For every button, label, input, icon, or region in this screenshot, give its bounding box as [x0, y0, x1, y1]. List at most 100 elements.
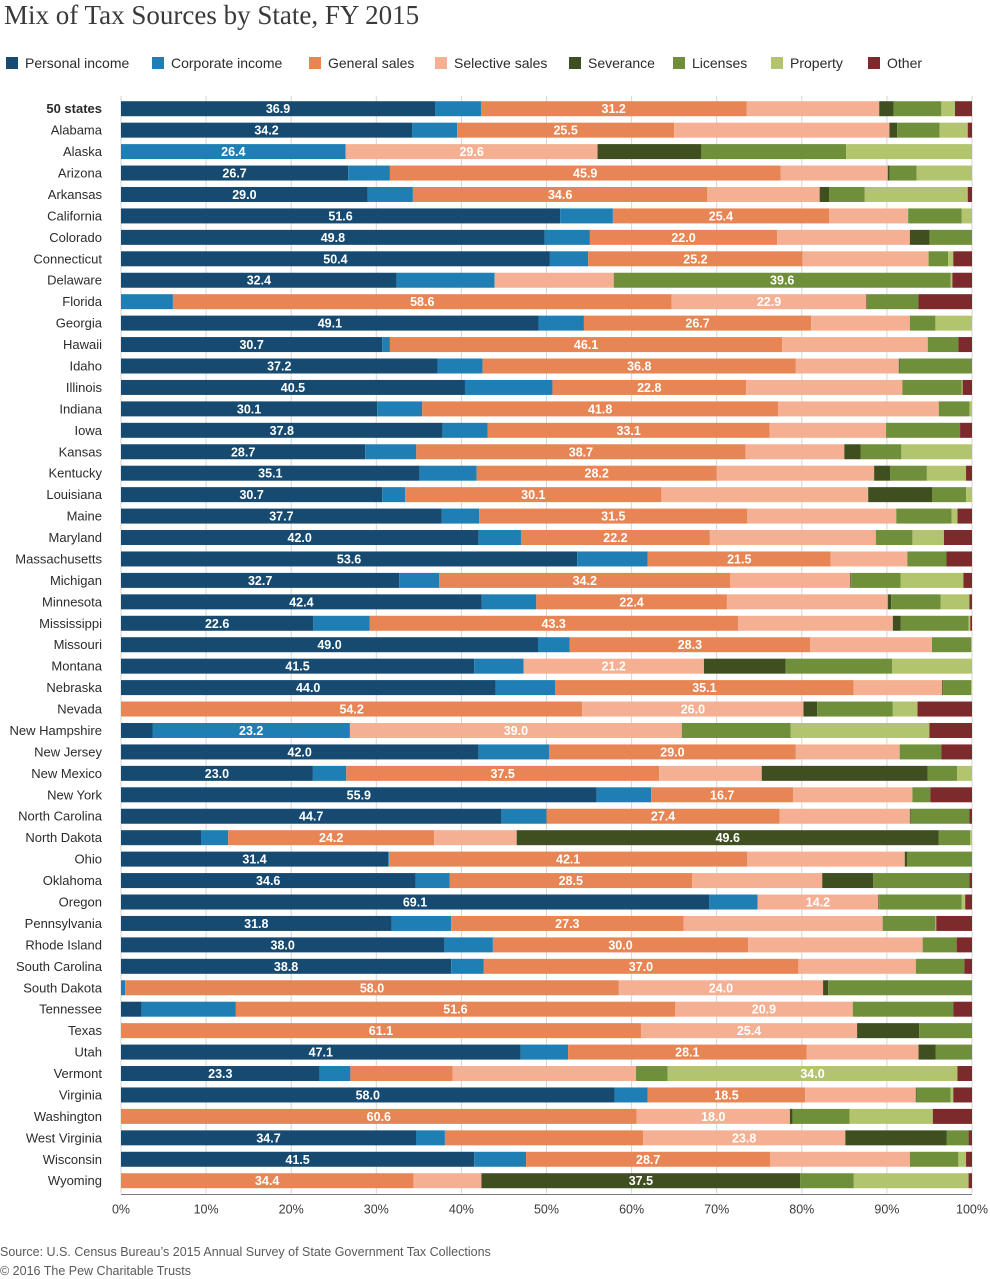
data-label: 31.2	[602, 102, 626, 116]
bar-segment	[930, 787, 972, 803]
bar-segment	[909, 315, 936, 331]
bar-segment	[927, 337, 959, 353]
bar-segment	[121, 208, 561, 224]
bar-segment	[494, 272, 614, 288]
bar-segment	[892, 658, 972, 674]
data-label: 34.0	[800, 1067, 824, 1081]
bar-segment	[961, 208, 972, 224]
bar-segment	[830, 551, 908, 567]
bar-segment	[583, 315, 812, 331]
bar-segment	[419, 465, 477, 481]
category-label: Indiana	[59, 401, 102, 416]
data-label: 49.0	[317, 638, 341, 652]
legend-item: Corporate income	[152, 55, 282, 71]
bar-segment	[793, 787, 913, 803]
bar-segment	[912, 787, 931, 803]
bar-segment	[805, 1087, 916, 1103]
legend-swatch	[569, 57, 581, 69]
data-label: 35.1	[692, 681, 716, 695]
data-label: 22.9	[757, 295, 781, 309]
bar-segment	[939, 122, 968, 138]
bar-segment	[852, 1001, 954, 1017]
bar-segment	[829, 186, 865, 202]
data-label: 33.1	[616, 424, 640, 438]
category-label: Florida	[62, 294, 103, 309]
bar-segment	[849, 1108, 933, 1124]
category-label: Alabama	[51, 123, 103, 138]
bar-segment	[121, 980, 126, 996]
data-label: 36.9	[266, 102, 290, 116]
bar-segment	[938, 830, 971, 846]
bar-segment	[121, 251, 550, 267]
bar-segment	[681, 722, 791, 738]
category-label: West Virginia	[26, 1130, 103, 1145]
bar-segment	[121, 637, 538, 653]
legend-item: Other	[868, 55, 922, 71]
bar-segment	[819, 186, 830, 202]
legend-item: Licenses	[673, 55, 747, 71]
bar-segment	[121, 873, 416, 889]
bar-segment	[396, 272, 495, 288]
data-label: 37.8	[270, 424, 294, 438]
bar-segment	[121, 765, 313, 781]
bar-segment	[790, 722, 930, 738]
category-label: Louisiana	[46, 487, 102, 502]
legend-label: Corporate income	[171, 55, 283, 71]
bar-segment	[382, 487, 406, 503]
bar-segment	[968, 1130, 972, 1146]
bar-segment	[747, 508, 897, 524]
bar-segment	[935, 1044, 972, 1060]
bar-segment	[121, 594, 482, 610]
bar-segment	[864, 186, 968, 202]
category-label: New Jersey	[34, 744, 102, 759]
bar-segment	[399, 572, 440, 588]
bar-segment	[596, 787, 652, 803]
category-label: Vermont	[54, 1066, 103, 1081]
bar-segment	[730, 572, 851, 588]
bar-segment	[746, 379, 903, 395]
bar-segment	[957, 1066, 972, 1082]
bar-segment	[889, 122, 898, 138]
category-label: Michigan	[50, 573, 102, 588]
bar-segment	[828, 980, 972, 996]
bar-segment	[121, 615, 314, 631]
x-tick-label: 60%	[619, 1202, 644, 1216]
data-label: 69.1	[403, 896, 427, 910]
bar-segment	[121, 1130, 417, 1146]
bar-segment	[228, 830, 435, 846]
bar-segment	[927, 765, 957, 781]
bar-segment	[348, 165, 390, 181]
bar-segment	[501, 808, 547, 824]
category-label: Washington	[34, 1109, 102, 1124]
category-label: New Hampshire	[10, 723, 102, 738]
bar-segment	[121, 1108, 637, 1124]
data-label: 28.3	[678, 638, 702, 652]
legend-item: General sales	[309, 55, 414, 71]
bar-segment	[483, 958, 799, 974]
bar-segment	[569, 637, 811, 653]
data-label: 44.7	[299, 810, 323, 824]
data-label: 28.2	[585, 467, 609, 481]
category-label: Idaho	[69, 359, 102, 374]
data-label: 40.5	[281, 381, 305, 395]
category-label: Massachusetts	[15, 551, 102, 566]
data-label: 34.2	[254, 124, 278, 138]
data-label: 28.7	[636, 1153, 660, 1167]
bar-segment	[367, 186, 413, 202]
data-label: 26.7	[685, 317, 709, 331]
bar-segment	[953, 1001, 972, 1017]
data-label: 25.5	[553, 124, 577, 138]
bar-segment	[701, 144, 847, 160]
data-label: 27.3	[555, 917, 579, 931]
bar-segment	[918, 1044, 936, 1060]
bar-segment	[780, 165, 888, 181]
legend-label: General sales	[328, 55, 415, 71]
data-label: 18.0	[701, 1110, 725, 1124]
bar-segment	[844, 444, 861, 460]
bar-segment	[435, 101, 481, 117]
bar-segment	[416, 444, 746, 460]
bar-segment	[683, 915, 883, 931]
bar-segment	[121, 744, 479, 760]
legend-item: Severance	[569, 55, 655, 71]
data-label: 14.2	[806, 896, 830, 910]
